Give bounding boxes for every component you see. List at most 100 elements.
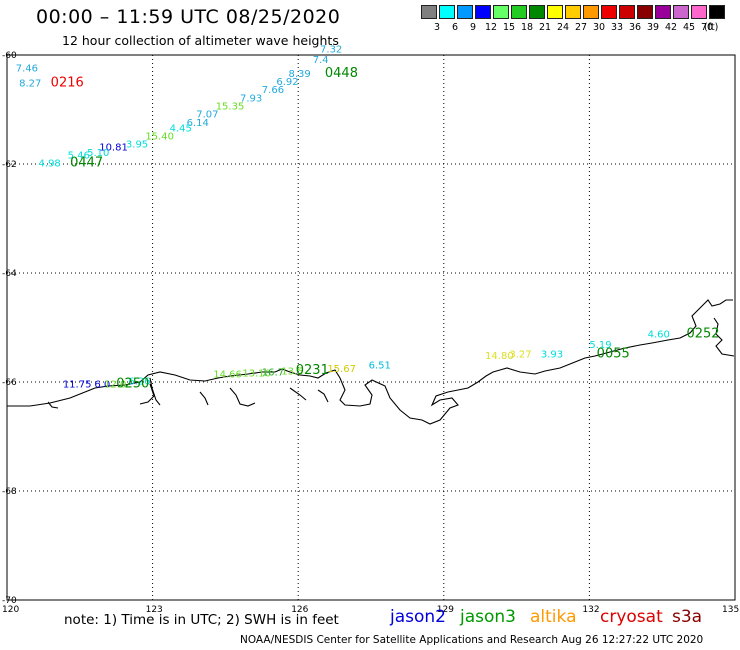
map-frame xyxy=(6,54,736,601)
longitude-tick-label: 135 xyxy=(722,605,739,615)
legend-label: 42 xyxy=(664,22,678,33)
legend-label: 36 xyxy=(628,22,642,33)
observation-labels: 7.468.27 02167.327.404488.396.927.667.931… xyxy=(16,44,720,391)
wave-height-label: 6.51 xyxy=(369,360,391,371)
longitude-labels: 120 123 126 129 132 135 xyxy=(2,605,739,615)
legend-swatch xyxy=(637,5,653,19)
wave-height-label: 6.26 xyxy=(128,377,150,388)
wave-height-label: 7.46 xyxy=(16,63,38,74)
wave-height-label: 10.81 xyxy=(99,142,128,153)
legend-swatch xyxy=(439,5,455,19)
legend-label: 21 xyxy=(538,22,552,33)
wave-height-label: 3.93 xyxy=(541,349,563,360)
footer-credit: NOAA/NESDIS Center for Satellite Applica… xyxy=(240,634,704,646)
legend-label: 18 xyxy=(520,22,534,33)
wave-height-label: 7.66 xyxy=(262,85,284,96)
wave-height-label: 11.75 xyxy=(63,379,92,390)
longitude-tick-label: 132 xyxy=(582,605,599,615)
wave-height-label: 3.95 xyxy=(126,140,148,151)
wave-height-label: 6.0 xyxy=(94,379,110,390)
satellite-cryosat: cryosat xyxy=(600,607,663,627)
legend-label: 12 xyxy=(484,22,498,33)
legend-swatch xyxy=(475,5,491,19)
wave-height-label: 16.7 xyxy=(262,367,284,378)
latitude-labels: -60 -62 -64 -66 -68 -70 xyxy=(2,51,17,606)
pass-time-label: 0231 xyxy=(296,363,329,378)
wave-height-label: 8.27 xyxy=(19,79,41,90)
pass-time-label: 0252 xyxy=(686,326,719,341)
legend-swatch xyxy=(493,5,509,19)
legend-label: 6 xyxy=(451,22,459,33)
legend-swatch xyxy=(673,5,689,19)
legend-label: 3 xyxy=(433,22,441,33)
latitude-tick-label: -70 xyxy=(2,596,17,606)
wave-height-label: 4.60 xyxy=(648,329,670,340)
longitude-tick-label: 126 xyxy=(291,605,308,615)
legend-label: 33 xyxy=(610,22,624,33)
legend-swatch xyxy=(529,5,545,19)
legend-swatch xyxy=(619,5,635,19)
wave-height-label: 7.4 xyxy=(313,55,329,66)
satellite-jason2: jason2 xyxy=(390,607,446,627)
pass-time-label: 0447 xyxy=(70,156,103,171)
legend-label: 27 xyxy=(574,22,588,33)
wave-height-label: 4.45 xyxy=(170,123,192,134)
latitude-tick-label: -60 xyxy=(2,51,17,61)
legend-swatch xyxy=(511,5,527,19)
legend-swatch xyxy=(601,5,617,19)
color-scale-legend: 3 6 9 12 15 18 21 24 27 30 33 36 39 42 45 70 xyxy=(421,5,728,39)
legend-label: 45 xyxy=(682,22,696,33)
wave-height-label: 3.27 xyxy=(509,349,531,360)
wave-height-label: 14.66 xyxy=(213,370,242,381)
wave-height-label: 5.46 xyxy=(68,151,90,162)
wave-height-label: 7.93 xyxy=(240,93,262,104)
wave-height-label: 15.40 xyxy=(145,131,174,142)
latitude-tick-label: -66 xyxy=(2,378,17,388)
satellite-s3a: s3a xyxy=(672,607,703,627)
legend-label: 15 xyxy=(502,22,516,33)
wave-height-label: 5.10 xyxy=(87,148,109,159)
latitude-tick-label: -64 xyxy=(2,269,17,279)
legend-label: 39 xyxy=(646,22,660,33)
legend-swatch xyxy=(583,5,599,19)
latitude-tick-label: -68 xyxy=(2,487,17,497)
antarctic-coastline xyxy=(7,299,735,425)
legend-swatch xyxy=(691,5,707,19)
footer-note: note: 1) Time is in UTC; 2) SWH is in fe… xyxy=(64,612,339,628)
pass-time-label: 0216 xyxy=(51,76,84,91)
legend-swatch xyxy=(457,5,473,19)
wave-height-label: 4.98 xyxy=(39,159,61,170)
longitude-tick-label: 120 xyxy=(2,605,19,615)
wave-height-label: 13.10 xyxy=(242,369,271,380)
latitude-tick-label: -62 xyxy=(2,160,17,170)
wave-height-label: 12.0 xyxy=(104,379,126,390)
legend-swatch xyxy=(547,5,563,19)
longitude-tick-label: 123 xyxy=(146,605,163,615)
legend-label: 30 xyxy=(592,22,606,33)
pass-time-label: 0250 xyxy=(116,376,149,391)
legend-label: 9 xyxy=(469,22,477,33)
map-title: 00:00 – 11:59 UTC 08/25/2020 xyxy=(36,6,341,28)
wave-height-label: 13.5 xyxy=(281,366,303,377)
wave-height-label: 5.19 xyxy=(589,340,611,351)
wave-height-label: 15.35 xyxy=(216,102,245,113)
pass-time-label: 0055 xyxy=(597,346,630,361)
satellite-altika: altika xyxy=(530,607,577,627)
pass-time-label: 0448 xyxy=(325,66,358,81)
legend-swatch xyxy=(655,5,671,19)
wave-height-label: 6.14 xyxy=(187,118,209,129)
wave-height-label: 7.32 xyxy=(320,44,342,55)
graticule-grid xyxy=(7,55,735,600)
legend-unit: (ft) xyxy=(704,22,719,33)
legend-label: 70 xyxy=(700,22,714,33)
legend-swatch xyxy=(565,5,581,19)
wave-height-label: 7.07 xyxy=(196,110,218,121)
map-subtitle: 12 hour collection of altimeter wave hei… xyxy=(62,33,339,48)
legend-label: 24 xyxy=(556,22,570,33)
legend-swatch xyxy=(421,5,437,19)
satellite-jason3: jason3 xyxy=(460,607,516,627)
longitude-tick-label: 129 xyxy=(437,605,454,615)
wave-height-label: 14.80 xyxy=(485,351,514,362)
wave-height-label: 8.39 xyxy=(288,69,310,80)
